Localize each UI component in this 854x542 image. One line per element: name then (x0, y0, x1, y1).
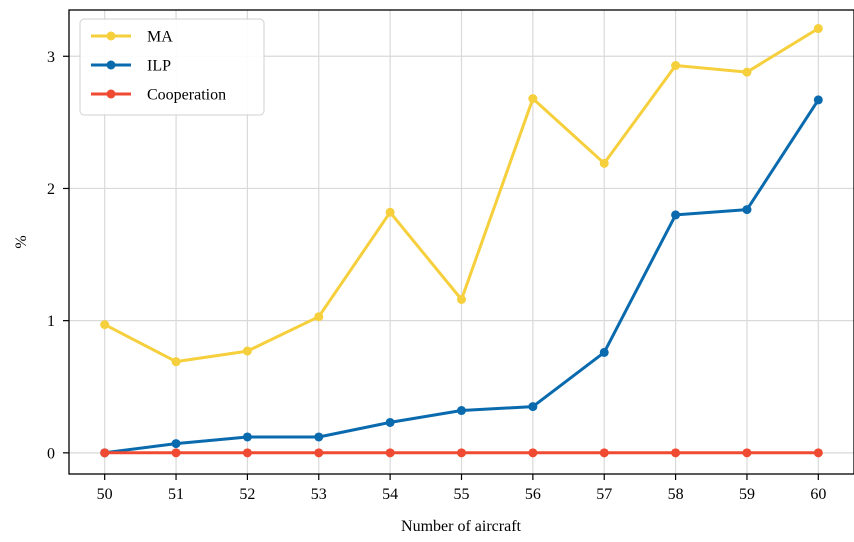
cooperation-point (742, 448, 751, 457)
cooperation-point (100, 448, 109, 457)
legend: MA ILP Cooperation (80, 19, 264, 115)
x-tick-label: 60 (810, 486, 826, 503)
x-tick-label: 58 (668, 486, 684, 503)
legend-ma-marker (107, 32, 116, 41)
ilp-point (671, 210, 680, 219)
y-tick-label: 2 (47, 181, 55, 198)
x-tick-label: 57 (596, 486, 612, 503)
cooperation-point (172, 448, 181, 457)
x-axis-label: Number of aircraft (401, 518, 521, 535)
cooperation-point (457, 448, 466, 457)
ma-point (314, 312, 323, 321)
series-cooperation (100, 448, 823, 457)
legend-ma-label: MA (147, 29, 173, 46)
x-tick-label: 50 (97, 486, 113, 503)
cooperation-point (314, 448, 323, 457)
ilp-point (814, 95, 823, 104)
x-tick-label: 54 (382, 486, 398, 503)
ma-point (742, 68, 751, 77)
y-axis-label: % (13, 235, 30, 248)
ma-point (814, 24, 823, 33)
ilp-point (742, 205, 751, 214)
ma-point (243, 347, 252, 356)
y-tick-label: 1 (47, 313, 55, 330)
ma-point (600, 159, 609, 168)
x-axis-ticks: 50 51 52 53 54 55 56 57 58 59 60 (97, 474, 827, 503)
x-tick-label: 55 (454, 486, 470, 503)
cooperation-point (671, 448, 680, 457)
ilp-point (457, 406, 466, 415)
ma-point (671, 61, 680, 70)
legend-cooperation-marker (107, 90, 116, 99)
x-tick-label: 59 (739, 486, 755, 503)
cooperation-point (528, 448, 537, 457)
x-tick-label: 51 (168, 486, 184, 503)
ilp-point (172, 439, 181, 448)
ma-point (457, 295, 466, 304)
ilp-point (243, 432, 252, 441)
ma-point (100, 320, 109, 329)
x-tick-label: 53 (311, 486, 327, 503)
ilp-point (528, 402, 537, 411)
x-tick-label: 56 (525, 486, 541, 503)
legend-cooperation-label: Cooperation (147, 87, 226, 104)
cooperation-point (386, 448, 395, 457)
x-tick-label: 52 (239, 486, 255, 503)
cooperation-point (814, 448, 823, 457)
y-axis-ticks: 0 1 2 3 (47, 49, 69, 463)
cooperation-point (600, 448, 609, 457)
legend-ilp-label: ILP (147, 58, 171, 75)
ilp-point (314, 432, 323, 441)
ma-point (528, 94, 537, 103)
ma-point (386, 208, 395, 217)
cooperation-point (243, 448, 252, 457)
ilp-point (600, 348, 609, 357)
legend-ilp-marker (107, 61, 116, 70)
ilp-point (386, 418, 395, 427)
y-tick-label: 0 (47, 445, 55, 462)
y-tick-label: 3 (47, 49, 55, 66)
ma-point (172, 357, 181, 366)
